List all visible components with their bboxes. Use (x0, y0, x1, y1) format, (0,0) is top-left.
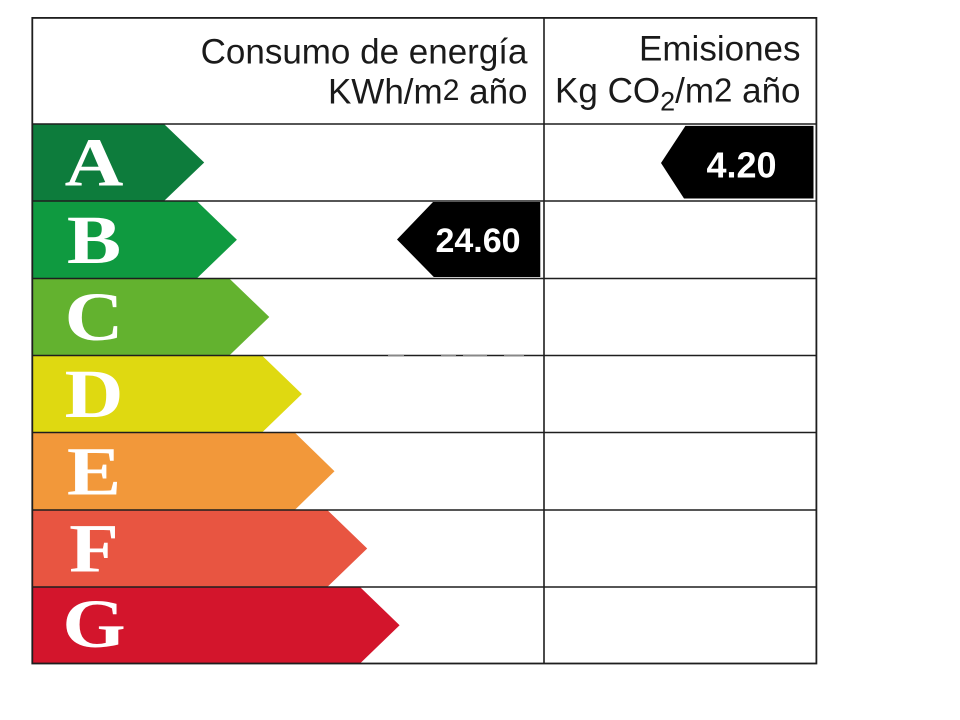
svg-text:Emisiones: Emisiones (639, 30, 800, 69)
svg-text:KWh/m2 año: KWh/m2 año (328, 73, 528, 112)
svg-text:F: F (69, 511, 119, 587)
svg-text:C: C (65, 279, 124, 355)
svg-text:E: E (67, 434, 121, 510)
svg-text:B: B (67, 202, 121, 278)
svg-text:4.20: 4.20 (706, 145, 776, 186)
svg-text:Kg CO2/m2 año: Kg CO2/m2 año (555, 72, 800, 117)
svg-text:G: G (62, 587, 125, 663)
svg-text:24.60: 24.60 (435, 222, 520, 260)
svg-text:Consumo de energía: Consumo de energía (201, 33, 528, 72)
svg-text:A: A (65, 125, 124, 201)
svg-text:D: D (65, 356, 124, 432)
